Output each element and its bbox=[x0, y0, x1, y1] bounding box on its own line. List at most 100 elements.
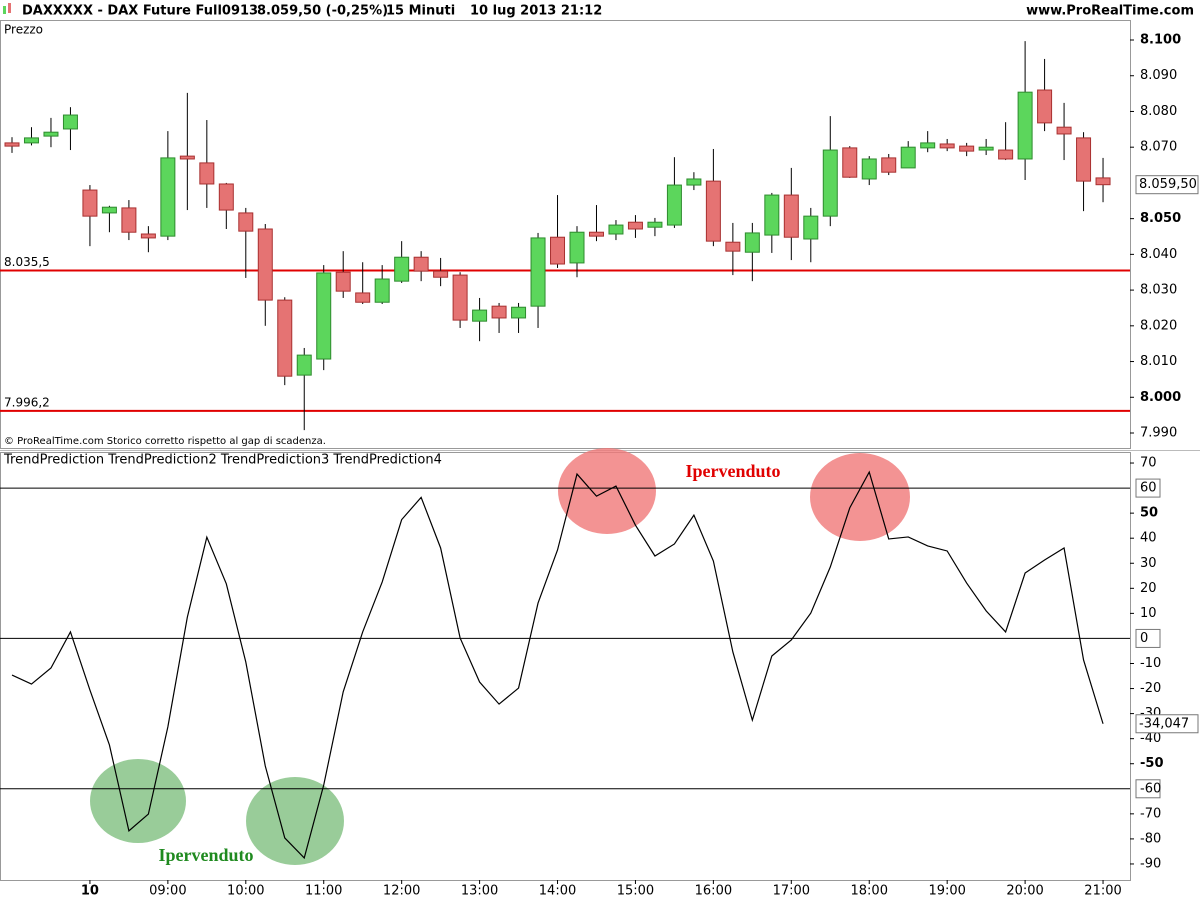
y-tick-label: 8.020 bbox=[1140, 318, 1177, 333]
candle-body bbox=[24, 138, 38, 143]
level-label: 8.035,5 bbox=[4, 255, 50, 269]
last-value-label: 8.059,50 bbox=[1139, 177, 1197, 192]
y-tick-label: 30 bbox=[1140, 556, 1157, 571]
x-tick-label: 18:00 bbox=[851, 884, 888, 899]
y-tick-label: 70 bbox=[1140, 456, 1157, 471]
candle-body bbox=[1057, 127, 1071, 134]
note: © ProRealTime.com Storico corretto rispe… bbox=[4, 436, 326, 447]
y-tick-label: 20 bbox=[1140, 581, 1157, 596]
site: www.ProRealTime.com bbox=[1026, 4, 1194, 19]
y-tick-label: 8.000 bbox=[1140, 390, 1181, 405]
candle-body bbox=[784, 195, 798, 237]
x-tick-label: 19:00 bbox=[928, 884, 965, 899]
y-tick-label: 40 bbox=[1140, 531, 1157, 546]
symbol: DAXXXXX - DAX Future Full0913 bbox=[22, 4, 258, 19]
candle-body bbox=[239, 213, 253, 231]
candle-body bbox=[83, 190, 97, 216]
panel-title: TrendPrediction TrendPrediction2 TrendPr… bbox=[3, 453, 442, 468]
candle-body bbox=[687, 179, 701, 185]
quote: 8.059,50 (-0,25%) bbox=[257, 4, 388, 19]
level-label: 60 bbox=[1140, 481, 1157, 496]
candle-body bbox=[1096, 178, 1110, 185]
y-tick-label: 8.040 bbox=[1140, 247, 1177, 262]
icon bbox=[3, 6, 6, 14]
candle-body bbox=[317, 273, 331, 359]
candle-body bbox=[843, 148, 857, 177]
last-value-label: -34,047 bbox=[1139, 716, 1189, 731]
y-tick-label: 8.100 bbox=[1140, 33, 1181, 48]
y-tick-label: 10 bbox=[1140, 606, 1157, 621]
candle-body bbox=[219, 184, 233, 210]
level-label: 7.996,2 bbox=[4, 395, 50, 409]
candle-body bbox=[141, 234, 155, 238]
candle-body bbox=[531, 238, 545, 306]
y-tick-label: 50 bbox=[1140, 506, 1158, 521]
annotation: Ipervenduto bbox=[158, 845, 253, 865]
y-tick-label: -90 bbox=[1140, 856, 1161, 871]
candle-body bbox=[921, 143, 935, 148]
y-tick-label: -40 bbox=[1140, 731, 1161, 746]
timeframe: 15 Minuti bbox=[386, 4, 455, 19]
y-tick-label: 7.990 bbox=[1140, 425, 1177, 440]
candle-body bbox=[102, 207, 116, 213]
candle-body bbox=[940, 144, 954, 148]
candle-body bbox=[999, 150, 1013, 159]
candle-body bbox=[473, 310, 487, 321]
candle-body bbox=[5, 143, 19, 146]
highlight bbox=[246, 777, 344, 865]
datetime: 10 lug 2013 21:12 bbox=[470, 4, 602, 19]
x-tick-label: 10:00 bbox=[227, 884, 264, 899]
y-tick-label: 8.050 bbox=[1140, 211, 1181, 226]
candle-body bbox=[161, 158, 175, 236]
highlight bbox=[810, 453, 910, 541]
candle-body bbox=[512, 307, 526, 318]
panel-title: Prezzo bbox=[4, 23, 43, 37]
candle-body bbox=[1038, 90, 1052, 123]
y-tick-label: 8.010 bbox=[1140, 354, 1177, 369]
candle-body bbox=[901, 147, 915, 168]
x-tick-label: 16:00 bbox=[695, 884, 732, 899]
candle-body bbox=[628, 222, 642, 229]
icon bbox=[8, 3, 11, 13]
candle-body bbox=[1077, 138, 1091, 181]
candle-body bbox=[1018, 92, 1032, 159]
y-tick-label: -70 bbox=[1140, 806, 1161, 821]
candle-body bbox=[823, 150, 837, 216]
candle-body bbox=[589, 232, 603, 236]
candle-body bbox=[375, 279, 389, 302]
x-tick-label: 11:00 bbox=[305, 884, 342, 899]
y-tick-label: -10 bbox=[1140, 656, 1161, 671]
annotation: Ipervenduto bbox=[685, 461, 780, 481]
candle-body bbox=[882, 158, 896, 172]
candle-body bbox=[44, 132, 58, 136]
level-label: -60 bbox=[1140, 781, 1161, 796]
candle-body bbox=[200, 163, 214, 184]
candle-body bbox=[492, 306, 506, 318]
x-tick-label: 10 bbox=[81, 884, 99, 899]
candle-body bbox=[804, 216, 818, 239]
candle-body bbox=[979, 147, 993, 150]
y-tick-label: 8.070 bbox=[1140, 140, 1177, 155]
y-tick-label: 8.090 bbox=[1140, 68, 1177, 83]
level-label: 0 bbox=[1140, 631, 1148, 646]
x-tick-label: 13:00 bbox=[461, 884, 498, 899]
candle-body bbox=[667, 185, 681, 225]
candle-body bbox=[960, 146, 974, 151]
candle-body bbox=[765, 195, 779, 235]
x-tick-label: 21:00 bbox=[1084, 884, 1121, 899]
highlight bbox=[90, 759, 186, 843]
candle-body bbox=[414, 257, 428, 271]
candle-body bbox=[122, 208, 136, 232]
candle-body bbox=[609, 225, 623, 234]
candle-body bbox=[648, 222, 662, 227]
y-tick-label: -20 bbox=[1140, 681, 1161, 696]
y-tick-label: -50 bbox=[1140, 756, 1164, 771]
x-tick-label: 15:00 bbox=[617, 884, 654, 899]
candle-body bbox=[434, 271, 448, 277]
x-tick-label: 14:00 bbox=[539, 884, 576, 899]
x-tick-label: 09:00 bbox=[149, 884, 186, 899]
candle-body bbox=[706, 181, 720, 241]
candle-body bbox=[453, 275, 467, 320]
